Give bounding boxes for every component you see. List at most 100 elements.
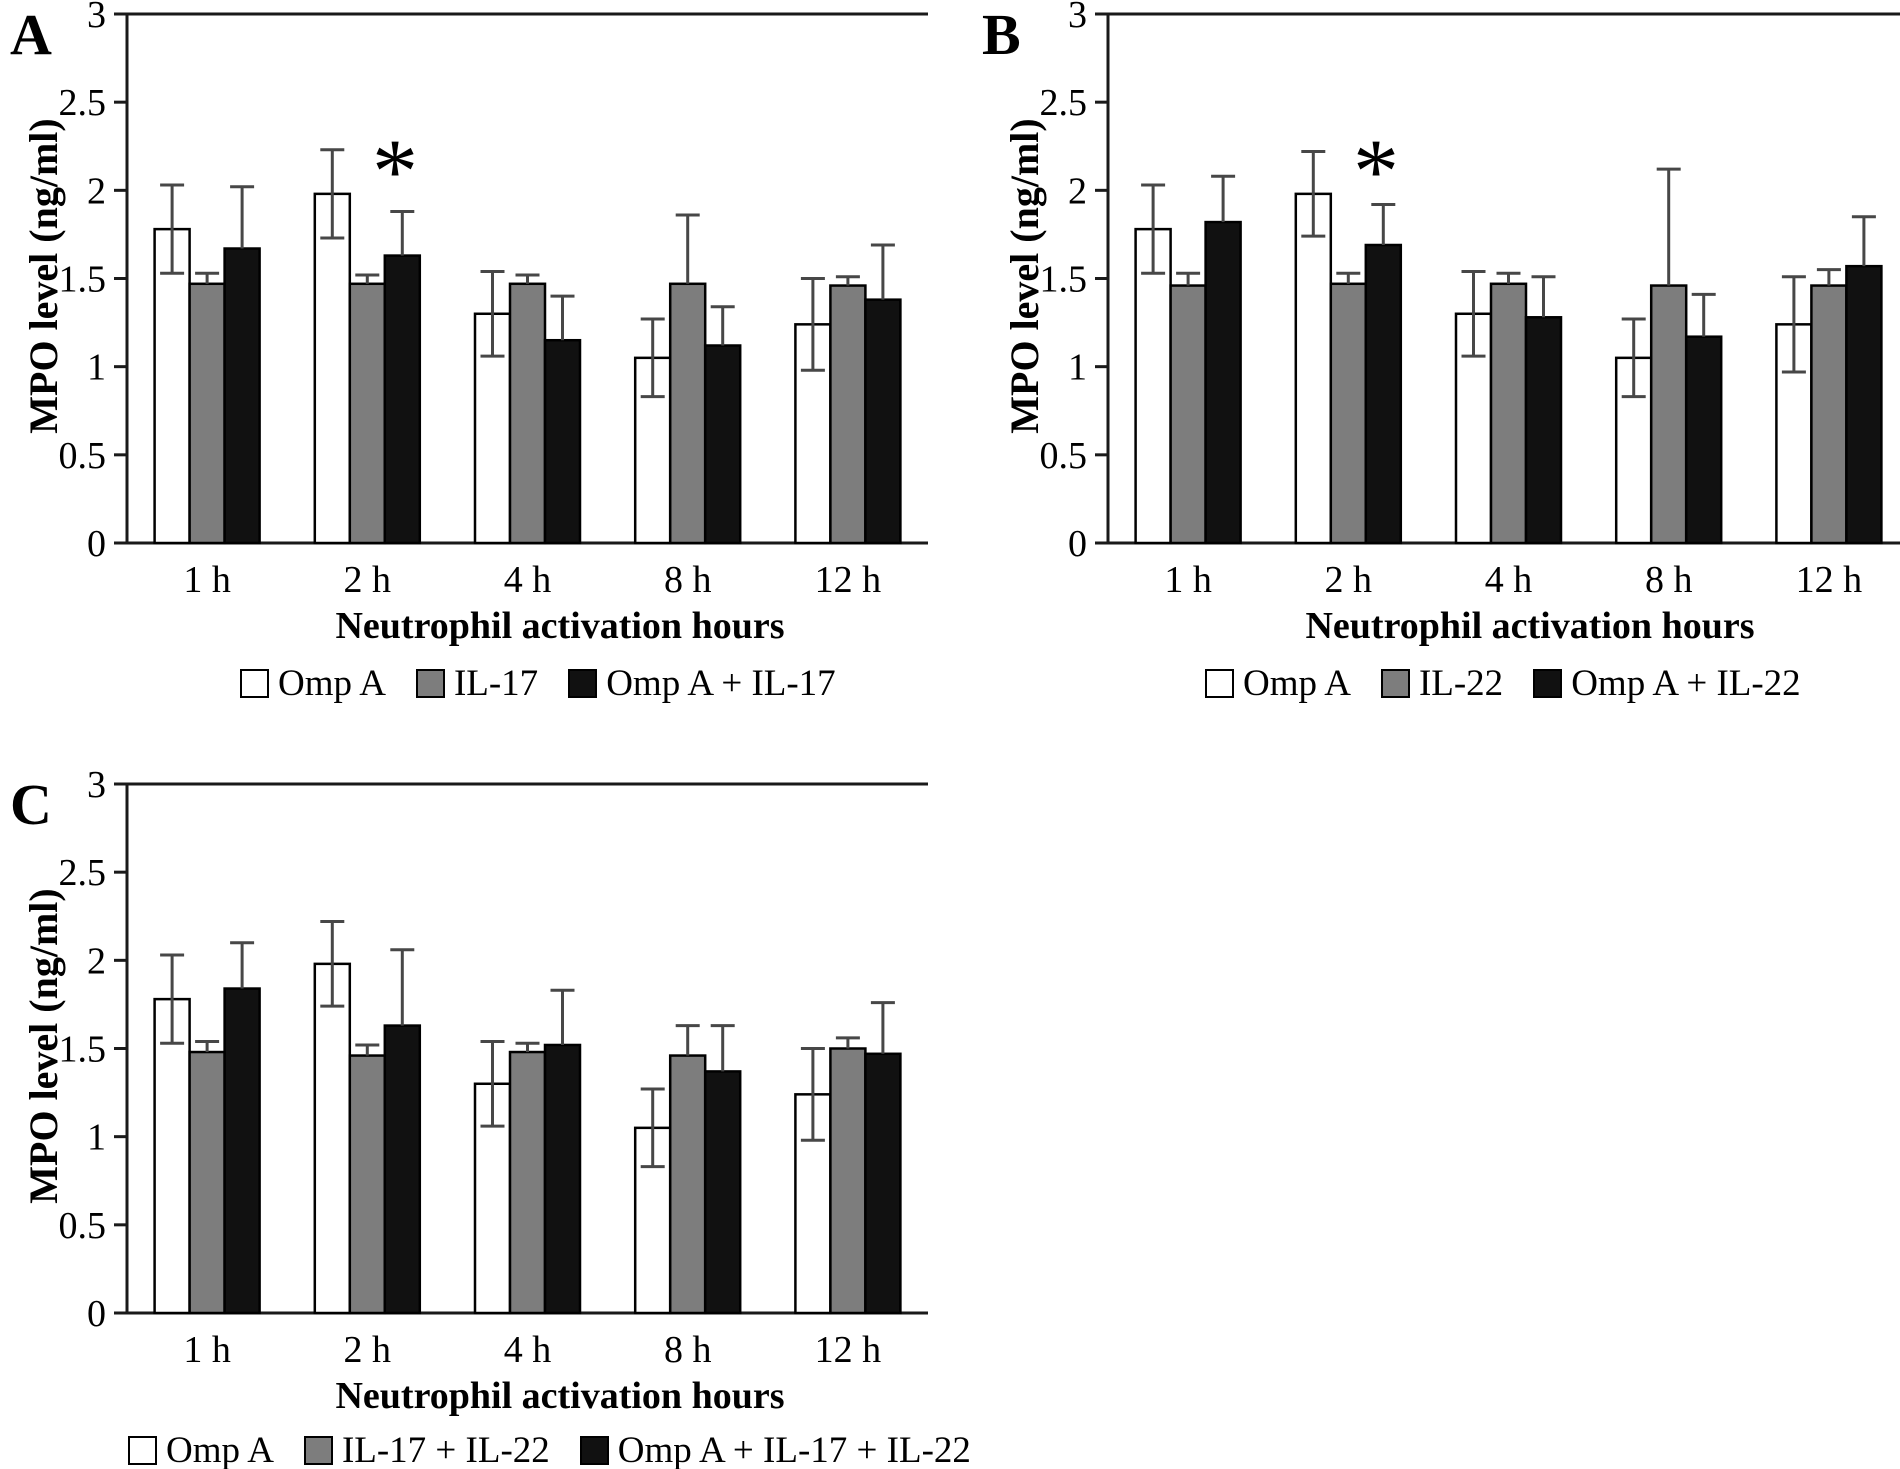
y-tick-label: 2: [87, 170, 106, 212]
legend-swatch-gray: [1380, 669, 1410, 698]
y-tick-label: 0.5: [59, 1205, 107, 1247]
bar-omp-a-il-22: [1204, 220, 1242, 545]
panel-c-y-axis-title: MPO level (ng/ml): [21, 888, 66, 1204]
legend-swatch-white: [240, 669, 269, 698]
legend-swatch-black: [1533, 669, 1563, 698]
x-category-label: 8 h: [664, 559, 712, 601]
significance-asterisk-panel-a: *: [372, 120, 418, 222]
x-category-label: 4 h: [1485, 559, 1533, 601]
y-tick-label: 0.5: [1040, 435, 1088, 477]
significance-asterisk-panel-b: *: [1353, 120, 1399, 222]
legend-panel-b: Omp A IL-22 Omp A + IL-22: [1205, 665, 1801, 702]
panel-b-letter: B: [982, 2, 1021, 67]
legend-swatch-white: [128, 1436, 157, 1465]
y-tick-label: 0: [87, 1293, 106, 1335]
legend-label: Omp A: [166, 1430, 274, 1469]
y-tick-label: 1: [87, 347, 106, 389]
x-category-label: 1 h: [183, 1329, 231, 1371]
legend-label: Omp A + IL-22: [1571, 663, 1801, 704]
bar-il-17-il-22: [829, 1047, 867, 1315]
legend-item: Omp A + IL-22: [1533, 665, 1801, 702]
x-category-label: 12 h: [1796, 559, 1863, 601]
bar-il-17: [188, 282, 226, 545]
bar-omp-a-il-22: [1684, 335, 1723, 545]
legend-item: Omp A: [1205, 665, 1351, 702]
legend-label: Omp A + IL-17: [606, 663, 836, 704]
x-category-label: 2 h: [344, 559, 392, 601]
y-tick-label: 2.5: [59, 82, 107, 124]
y-tick-label: 3: [87, 764, 106, 806]
y-tick-label: 2: [1068, 170, 1087, 212]
panel-b-x-axis-title: Neutrophil activation hours: [1305, 605, 1755, 647]
bar-il-17: [668, 282, 707, 545]
legend-item: Omp A: [240, 665, 386, 702]
legend-label: Omp A + IL-17 + IL-22: [617, 1430, 971, 1469]
bar-omp-a: [313, 962, 352, 1315]
legend-label: Omp A: [278, 663, 386, 704]
bar-omp-a-il-17-il-22: [864, 1052, 902, 1315]
bar-il-22: [1489, 282, 1528, 545]
panel-c-letter: C: [10, 772, 52, 837]
legend-panel-c: Omp A IL-17 + IL-22 Omp A + IL-17 + IL-2…: [128, 1432, 971, 1469]
bar-omp-a-il-22: [1524, 316, 1563, 545]
bar-omp-a-il-17: [383, 254, 422, 545]
bar-omp-a-il-17: [543, 338, 582, 545]
x-category-label: 12 h: [815, 559, 882, 601]
y-tick-label: 1.5: [59, 1029, 107, 1071]
y-tick-label: 1.5: [1040, 259, 1088, 301]
bar-omp-a-il-17: [864, 298, 902, 545]
bar-omp-a-il-17-il-22: [383, 1024, 422, 1315]
panel-a-letter: A: [10, 2, 52, 67]
bar-il-17-il-22: [668, 1054, 707, 1315]
y-tick-label: 2: [87, 940, 106, 982]
bar-omp-a: [153, 227, 191, 545]
panel-a-x-axis-title: Neutrophil activation hours: [335, 605, 785, 647]
y-tick-label: 1.5: [59, 259, 107, 301]
x-category-label: 2 h: [1325, 559, 1373, 601]
bar-omp-a-il-17-il-22: [223, 987, 261, 1315]
legend-item: Omp A + IL-17: [568, 665, 836, 702]
bar-il-17-il-22: [348, 1054, 387, 1315]
y-tick-label: 2.5: [1040, 82, 1088, 124]
legend-item: Omp A + IL-17 + IL-22: [579, 1430, 971, 1469]
bar-il-22: [1810, 284, 1848, 545]
bar-omp-a-il-17-il-22: [703, 1070, 742, 1315]
bar-il-22: [1649, 284, 1688, 545]
bar-il-17: [348, 282, 387, 545]
bar-il-17-il-22: [188, 1050, 226, 1315]
legend-label: IL-17: [453, 663, 539, 704]
bar-omp-a-il-17: [703, 344, 742, 545]
x-category-label: 1 h: [183, 559, 231, 601]
bar-omp-a: [1134, 227, 1172, 545]
bar-il-17-il-22: [508, 1050, 547, 1315]
x-category-label: 4 h: [504, 559, 552, 601]
legend-panel-a: Omp A IL-17 Omp A + IL-17: [240, 665, 836, 702]
bar-il-17: [829, 284, 867, 545]
bar-il-22: [1169, 284, 1207, 545]
legend-item: Omp A: [128, 1432, 274, 1469]
legend-swatch-black: [568, 669, 598, 698]
panel-b-y-axis-title: MPO level (ng/ml): [1002, 118, 1047, 434]
x-category-label: 4 h: [504, 1329, 552, 1371]
y-tick-label: 0: [1068, 523, 1087, 565]
x-category-label: 1 h: [1164, 559, 1212, 601]
legend-label: IL-22: [1418, 663, 1504, 704]
legend-label: IL-17 + IL-22: [341, 1430, 550, 1469]
x-category-label: 12 h: [815, 1329, 882, 1371]
legend-swatch-gray: [415, 669, 445, 698]
legend-label: Omp A: [1243, 663, 1351, 704]
x-category-label: 8 h: [1645, 559, 1693, 601]
bar-omp-a-il-17: [223, 247, 261, 545]
legend-item: IL-17 + IL-22: [303, 1430, 550, 1469]
legend-swatch-black: [579, 1436, 609, 1465]
legend-swatch-gray: [303, 1436, 333, 1465]
panel-a-y-axis-title: MPO level (ng/ml): [21, 118, 66, 434]
bar-omp-a: [313, 192, 352, 545]
legend-swatch-white: [1205, 669, 1234, 698]
bar-il-17: [508, 282, 547, 545]
bar-omp-a: [1775, 323, 1813, 545]
y-tick-label: 3: [87, 0, 106, 36]
bar-omp-a: [153, 997, 191, 1315]
bar-omp-a-il-22: [1845, 264, 1883, 545]
